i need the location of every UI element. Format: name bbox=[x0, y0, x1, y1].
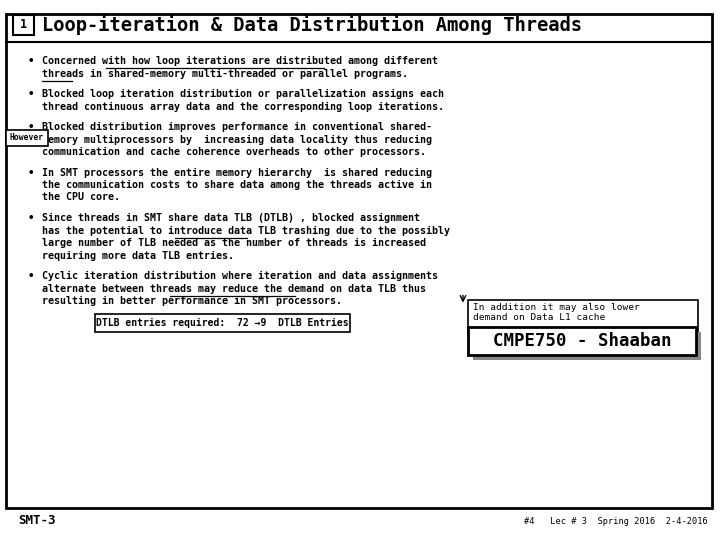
Text: large number of TLB needed as the number of threads is increased: large number of TLB needed as the number… bbox=[42, 238, 426, 248]
Text: memory multiprocessors by  increasing data locality thus reducing: memory multiprocessors by increasing dat… bbox=[42, 134, 432, 145]
Text: SMT-3: SMT-3 bbox=[18, 514, 55, 526]
Text: communication and cache coherence overheads to other processors.: communication and cache coherence overhe… bbox=[42, 147, 426, 157]
Text: alternate between threads may reduce the demand on data TLB thus: alternate between threads may reduce the… bbox=[42, 284, 426, 294]
Bar bbox=[468, 300, 698, 335]
Text: •: • bbox=[28, 213, 35, 223]
Text: However: However bbox=[10, 133, 44, 142]
Text: has the potential to introduce data TLB trashing due to the possibly: has the potential to introduce data TLB … bbox=[42, 226, 450, 235]
Bar bbox=[6, 130, 48, 145]
Text: Concerned with how loop iterations are distributed among different: Concerned with how loop iterations are d… bbox=[42, 56, 438, 66]
Text: the communication costs to share data among the threads active in: the communication costs to share data am… bbox=[42, 180, 432, 190]
Text: the CPU core.: the CPU core. bbox=[42, 192, 120, 202]
Text: In addition it may also lower
demand on Data L1 cache: In addition it may also lower demand on … bbox=[473, 302, 640, 322]
Bar bbox=[95, 314, 350, 332]
Text: thread continuous array data and the corresponding loop iterations.: thread continuous array data and the cor… bbox=[42, 102, 444, 112]
Text: requiring more data TLB entries.: requiring more data TLB entries. bbox=[42, 251, 234, 260]
Text: CMPE750 - Shaaban: CMPE750 - Shaaban bbox=[492, 332, 671, 349]
Text: Loop-iteration & Data Distribution Among Threads: Loop-iteration & Data Distribution Among… bbox=[42, 15, 582, 35]
Bar bbox=[13, 15, 34, 35]
Text: threads in shared-memory multi-threaded or parallel programs.: threads in shared-memory multi-threaded … bbox=[42, 69, 408, 78]
Bar bbox=[468, 327, 696, 354]
Text: •: • bbox=[28, 89, 35, 99]
Text: 1: 1 bbox=[20, 18, 27, 31]
Text: Blocked distribution improves performance in conventional shared-: Blocked distribution improves performanc… bbox=[42, 122, 432, 132]
Text: Cyclic iteration distribution where iteration and data assignments: Cyclic iteration distribution where iter… bbox=[42, 271, 438, 281]
Text: DTLB entries required:  72 →9  DTLB Entries: DTLB entries required: 72 →9 DTLB Entrie… bbox=[96, 318, 348, 328]
Text: resulting in better performance in SMT processors.: resulting in better performance in SMT p… bbox=[42, 296, 342, 306]
Text: In SMT processors the entire memory hierarchy  is shared reducing: In SMT processors the entire memory hier… bbox=[42, 167, 432, 178]
Text: •: • bbox=[28, 56, 35, 66]
Text: Blocked loop iteration distribution or parallelization assigns each: Blocked loop iteration distribution or p… bbox=[42, 89, 444, 99]
Text: #4   Lec # 3  Spring 2016  2-4-2016: #4 Lec # 3 Spring 2016 2-4-2016 bbox=[524, 517, 708, 526]
Text: •: • bbox=[28, 122, 35, 132]
Text: •: • bbox=[28, 167, 35, 178]
Text: Since threads in SMT share data TLB (DTLB) , blocked assignment: Since threads in SMT share data TLB (DTL… bbox=[42, 213, 420, 223]
Bar bbox=[473, 332, 701, 360]
Text: •: • bbox=[28, 271, 35, 281]
